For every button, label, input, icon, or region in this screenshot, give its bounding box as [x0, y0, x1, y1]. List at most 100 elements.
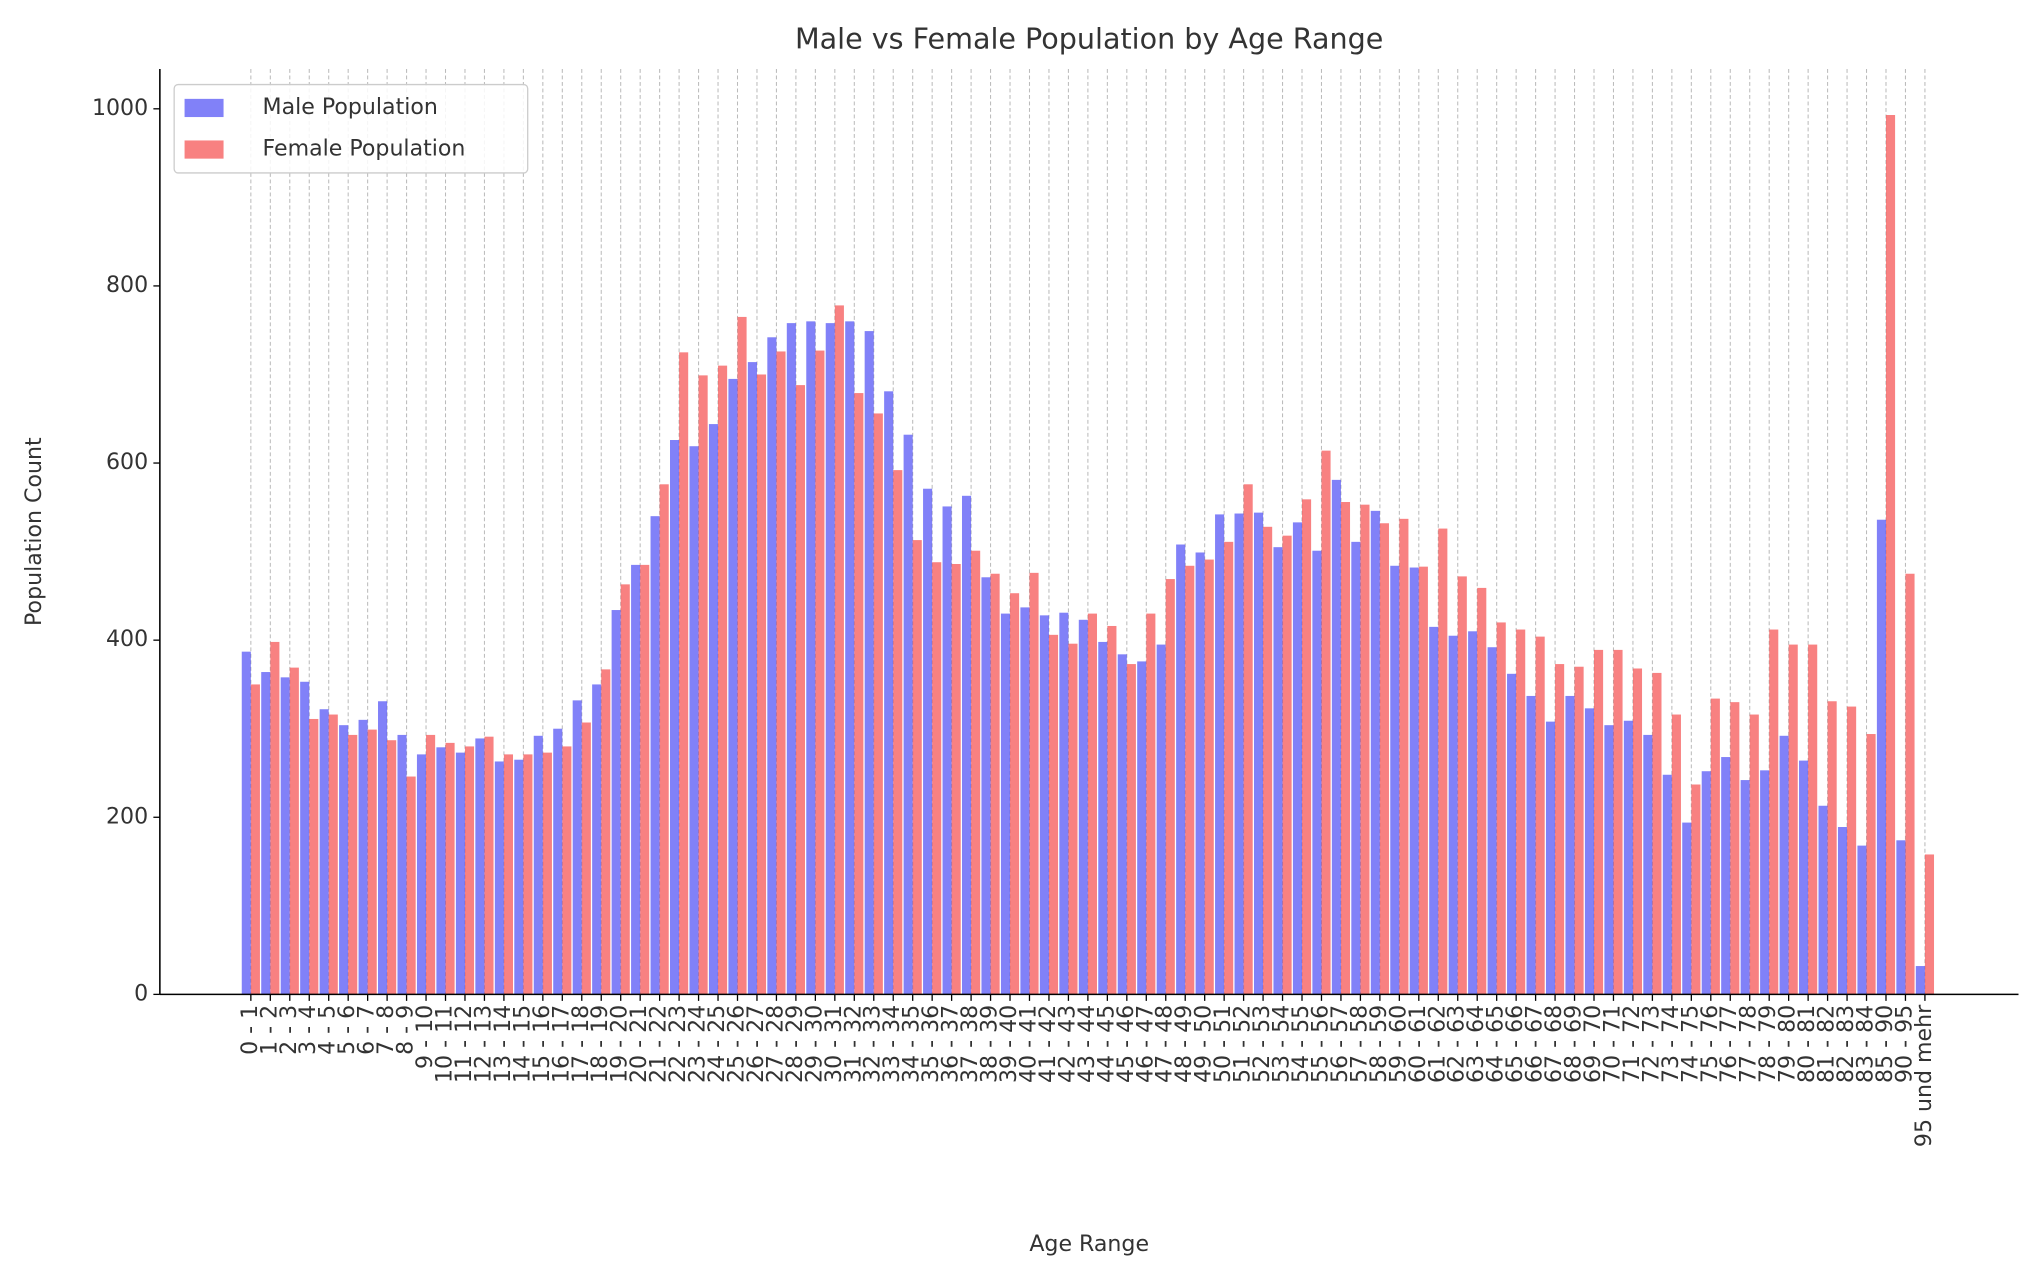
bar	[1740, 780, 1750, 995]
bar	[1457, 576, 1467, 995]
x-tick-label: 3 - 4	[295, 1005, 321, 1055]
y-axis-label: Population Count	[21, 437, 47, 626]
bar	[1078, 619, 1088, 995]
bar	[1321, 450, 1331, 995]
x-tick-label: 11 - 12	[451, 1005, 477, 1083]
bar	[367, 729, 377, 995]
bar	[737, 316, 747, 995]
x-tick-label: 19 - 20	[607, 1005, 633, 1083]
bar	[445, 742, 455, 995]
x-tick-label: 28 - 29	[782, 1005, 808, 1083]
bar	[942, 506, 952, 995]
x-tick-label: 1 - 2	[256, 1005, 282, 1055]
x-tick-label: 40 - 41	[1015, 1005, 1041, 1083]
bar	[1818, 805, 1828, 995]
bar	[397, 734, 407, 995]
bar	[1643, 734, 1653, 995]
x-tick-label: 66 - 67	[1522, 1005, 1548, 1083]
bar	[1535, 636, 1545, 995]
bar	[1526, 695, 1536, 995]
bar	[1409, 567, 1419, 995]
bar	[1390, 565, 1400, 995]
x-tick-label: 27 - 28	[762, 1005, 788, 1083]
x-tick-label: 47 - 48	[1152, 1005, 1178, 1083]
bar	[1379, 523, 1389, 995]
bar	[1243, 484, 1253, 995]
bar	[1126, 664, 1136, 995]
x-tick-label: 2 - 3	[276, 1005, 302, 1055]
bar	[1156, 644, 1166, 995]
bar	[348, 734, 358, 995]
x-tick-label: 54 - 55	[1288, 1005, 1314, 1083]
bar	[553, 728, 563, 995]
bar	[659, 484, 669, 995]
bar	[961, 495, 972, 995]
bar	[592, 684, 602, 995]
bar	[1282, 535, 1292, 995]
bar	[1905, 573, 1915, 995]
x-axis-label: Age Range	[1029, 1231, 1149, 1257]
bar	[289, 667, 299, 995]
bar	[1623, 720, 1633, 995]
x-tick-label: 82 - 83	[1833, 1005, 1859, 1083]
bar	[309, 718, 319, 995]
bar	[455, 752, 465, 995]
x-tick-label: 80 - 81	[1794, 1005, 1820, 1083]
x-tick-label: 45 - 46	[1113, 1005, 1139, 1083]
bar	[1292, 522, 1303, 995]
x-tick-label: 8 - 9	[393, 1005, 419, 1055]
x-tick-label: 36 - 37	[938, 1005, 964, 1083]
bar	[1273, 547, 1283, 995]
bar	[426, 734, 436, 995]
bar	[328, 714, 338, 995]
legend-label: Male Population	[263, 94, 438, 120]
bar	[1448, 635, 1458, 995]
legend-swatch	[184, 140, 224, 159]
x-tick-label: 35 - 36	[918, 1005, 944, 1083]
x-tick-label: 32 - 33	[860, 1005, 886, 1083]
bar	[640, 564, 650, 995]
bar	[825, 323, 835, 995]
x-tick-label: 31 - 32	[840, 1005, 866, 1083]
x-tick-label: 30 - 31	[821, 1005, 847, 1083]
bar	[1438, 528, 1448, 995]
bar	[932, 562, 942, 995]
bar	[815, 350, 825, 995]
bar	[620, 584, 630, 995]
y-tick-label: 800	[106, 272, 148, 298]
bar	[581, 722, 591, 995]
bar	[503, 754, 514, 995]
x-tick-label: 77 - 78	[1736, 1005, 1762, 1083]
bar	[767, 337, 777, 995]
bar	[1760, 770, 1770, 995]
x-tick-label: 15 - 16	[529, 1005, 555, 1083]
bar	[358, 719, 368, 995]
bar	[1701, 771, 1711, 995]
bar	[1039, 615, 1049, 995]
x-tick-label: 71 - 72	[1619, 1005, 1645, 1083]
bar	[1662, 774, 1672, 995]
bar	[1496, 622, 1506, 995]
bar	[1234, 513, 1244, 995]
bar	[1253, 512, 1264, 995]
bar	[893, 470, 903, 995]
x-tick-label: 10 - 11	[432, 1005, 458, 1083]
bar	[1487, 647, 1497, 995]
x-tick-label: 69 - 70	[1580, 1005, 1606, 1083]
bar	[923, 488, 933, 995]
bar	[1176, 544, 1186, 995]
bar	[436, 747, 446, 995]
bar	[523, 754, 533, 995]
bar	[1721, 757, 1731, 995]
x-tick-label: 55 - 56	[1307, 1005, 1333, 1083]
bar	[270, 641, 280, 995]
x-tick-label: 59 - 60	[1385, 1005, 1411, 1083]
bar	[1604, 725, 1614, 995]
x-tick-label: 41 - 42	[1035, 1005, 1061, 1083]
x-tick-label: 49 - 50	[1191, 1005, 1217, 1083]
bar	[1399, 518, 1409, 995]
bar	[1351, 541, 1361, 995]
bar	[1769, 629, 1779, 995]
y-tick-label: 400	[106, 626, 148, 652]
